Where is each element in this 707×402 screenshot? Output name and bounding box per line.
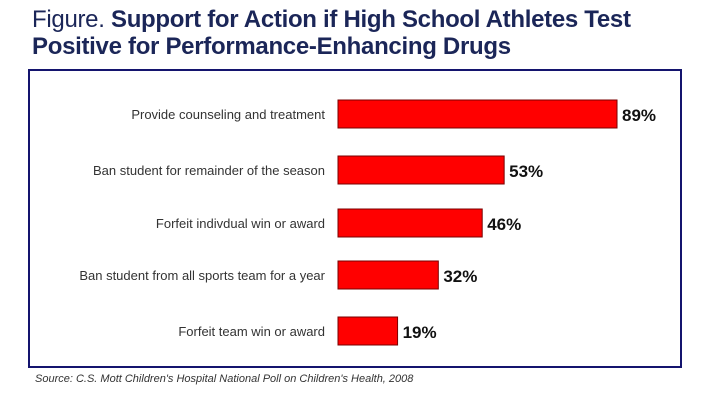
value-label: 46% xyxy=(487,215,521,234)
value-label: 19% xyxy=(403,323,437,342)
bar xyxy=(337,208,483,238)
bar xyxy=(337,316,399,346)
bar-chart: Provide counseling and treatment 89% Ban s… xyxy=(79,99,656,346)
category-label: Ban student from all sports team for a y… xyxy=(79,268,325,283)
title-main: Support for Action if High School Athlet… xyxy=(32,6,631,60)
source-note: Source: C.S. Mott Children's Hospital Na… xyxy=(35,373,414,385)
category-label: Ban student for remainder of the season xyxy=(93,163,325,178)
category-label: Provide counseling and treatment xyxy=(131,107,325,122)
figure-title: Figure. Support for Action if High Schoo… xyxy=(32,6,702,60)
bar xyxy=(337,99,618,129)
chart-frame: Provide counseling and treatment 89% Ban s… xyxy=(28,69,682,368)
bar xyxy=(337,155,505,185)
value-label: 89% xyxy=(622,106,656,125)
value-label: 32% xyxy=(443,267,477,286)
value-label: 53% xyxy=(509,162,543,181)
bar xyxy=(337,260,439,290)
title-prefix: Figure. xyxy=(32,6,105,33)
category-label: Forfeit team win or award xyxy=(178,324,325,339)
category-label: Forfeit indivdual win or award xyxy=(156,216,325,231)
